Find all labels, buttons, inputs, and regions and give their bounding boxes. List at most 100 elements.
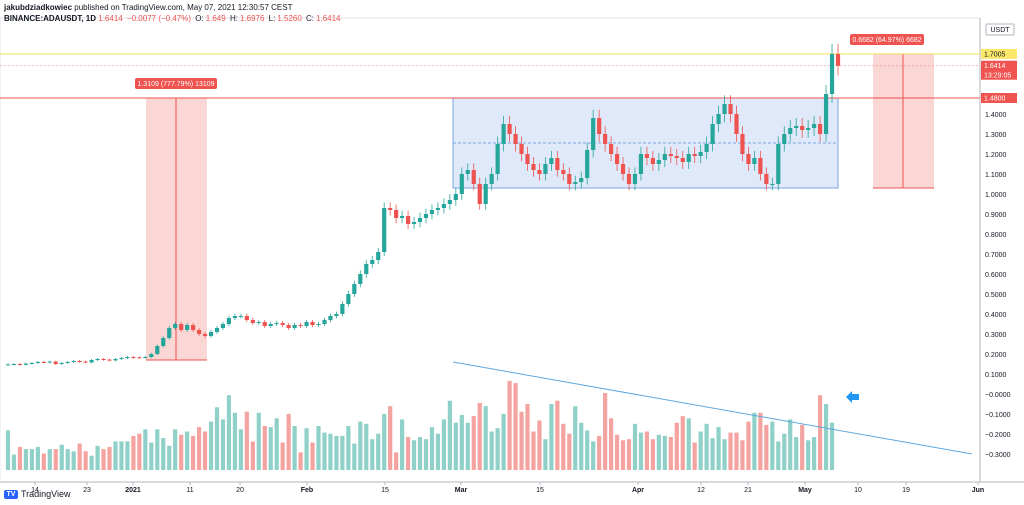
- candle-body: [5, 364, 11, 366]
- volume-bar: [405, 437, 411, 470]
- candle-body: [441, 204, 446, 208]
- candle-body: [483, 184, 488, 204]
- volume-bar: [525, 404, 530, 470]
- y-tick-label: 1.2000: [985, 152, 1007, 159]
- volume-bar: [561, 423, 566, 470]
- volume-bar: [632, 423, 638, 470]
- volume-bar: [459, 415, 464, 470]
- volume-bar: [465, 422, 470, 470]
- x-tick-label: Feb: [301, 487, 313, 494]
- volume-bar: [101, 449, 106, 470]
- volume-bar: [143, 429, 148, 470]
- volume-bar: [268, 427, 273, 470]
- candle-body: [543, 164, 548, 174]
- price-tag-resistance-box: [981, 93, 1017, 103]
- volume-bar: [334, 435, 339, 470]
- candle-body: [531, 164, 536, 170]
- volume-bar: [352, 443, 357, 470]
- y-tick-label: 1.4000: [985, 112, 1007, 119]
- candle-body: [364, 264, 369, 274]
- candle-body: [346, 294, 351, 304]
- volume-bar: [567, 433, 572, 470]
- volume-bar: [298, 452, 303, 470]
- volume-bar: [83, 451, 88, 470]
- volume-bar: [608, 418, 614, 470]
- volume-bar: [47, 449, 52, 470]
- candle-body: [632, 174, 638, 184]
- candle-body: [316, 324, 321, 325]
- candle-body: [358, 274, 363, 284]
- volume-bar: [107, 446, 112, 470]
- volume-bar: [35, 446, 40, 470]
- x-tick-label: 21: [744, 487, 752, 494]
- volume-bar: [244, 411, 249, 470]
- candle-body: [155, 346, 160, 354]
- author-name[interactable]: jakubdziadkowiec: [4, 3, 73, 12]
- close-label: C:: [306, 14, 315, 23]
- candle-body: [525, 154, 530, 164]
- volume-bar: [823, 404, 829, 470]
- candle-body: [519, 144, 524, 154]
- candle-body: [489, 174, 494, 184]
- last-price: 1.6414: [98, 14, 123, 23]
- volume-bar: [17, 446, 23, 470]
- candle-body: [835, 54, 841, 66]
- candle-body: [304, 322, 309, 326]
- candle-body: [638, 154, 644, 174]
- volume-bar: [382, 413, 387, 470]
- candle-body: [794, 126, 799, 128]
- x-tick-label: Mar: [455, 487, 468, 494]
- candle-body: [579, 178, 584, 182]
- measure-label-1-box: [135, 78, 217, 89]
- volume-bar: [495, 428, 500, 470]
- volume-bar: [149, 442, 154, 470]
- symbol-label[interactable]: BINANCE:ADAUSDT, 1D: [4, 14, 97, 23]
- x-tick-label: 20: [236, 487, 244, 494]
- candle-body: [704, 144, 709, 152]
- candle-body: [131, 357, 136, 358]
- volume-bar: [423, 439, 429, 470]
- candle-body: [465, 170, 470, 174]
- volume-bar: [573, 406, 578, 470]
- volume-bar: [519, 411, 524, 470]
- volume-bar: [411, 440, 417, 470]
- x-tick-label: Jun: [972, 487, 984, 494]
- candle-body: [591, 118, 596, 150]
- volume-bar: [650, 439, 655, 470]
- volume-bar: [776, 441, 781, 470]
- currency-badge: USDT: [985, 23, 1015, 36]
- x-tick-label: May: [798, 487, 812, 494]
- x-tick-label: 15: [381, 487, 389, 494]
- candle-body: [244, 316, 249, 320]
- volume-bar: [656, 434, 661, 470]
- y-tick-label: −0.2000: [985, 432, 1011, 439]
- candle-body: [196, 330, 202, 334]
- price-tag-yellow: 1.7005: [981, 48, 1017, 59]
- volume-bar: [507, 380, 512, 470]
- candle-body: [411, 222, 417, 224]
- candle-body: [89, 360, 94, 363]
- volume-bar: [59, 444, 64, 470]
- high-label: H:: [229, 14, 238, 23]
- candle-body: [250, 320, 255, 323]
- blue-arrow-shape: [846, 391, 859, 403]
- volume-bar: [179, 434, 184, 470]
- volume-bar: [23, 449, 29, 470]
- candle-body: [173, 324, 178, 328]
- candle-body: [549, 158, 554, 164]
- volume-bar: [483, 406, 488, 470]
- candle-body: [573, 182, 578, 184]
- candle-body: [423, 214, 429, 218]
- volume-bar: [167, 445, 172, 470]
- candle-body: [674, 156, 679, 158]
- volume-bar: [11, 454, 17, 470]
- candle-body: [101, 359, 106, 360]
- candle-body: [47, 361, 52, 363]
- y-tick-label: 0.8000: [985, 232, 1007, 239]
- candle-body: [656, 160, 661, 164]
- volume-bar: [250, 441, 255, 470]
- volume-bar: [680, 416, 685, 470]
- x-tick-label: 14: [31, 487, 39, 494]
- footer-brand[interactable]: TV TradingView: [4, 489, 71, 499]
